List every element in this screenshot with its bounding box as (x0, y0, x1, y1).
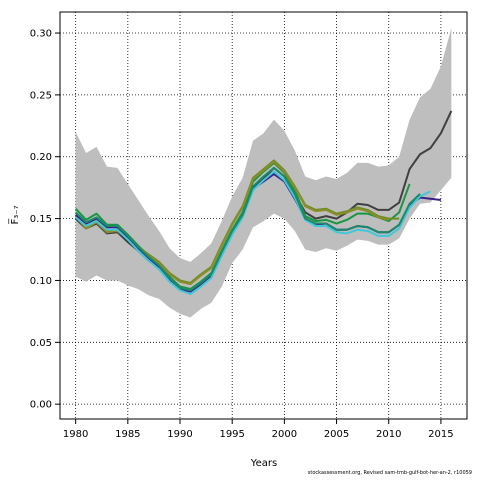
y-tick-label-1: 0.05 (30, 338, 52, 349)
y-tick-label-0: 0.00 (30, 400, 52, 411)
x-tick-label-2: 1990 (167, 429, 192, 440)
x-axis-label: Years (250, 458, 277, 469)
x-tick-label-5: 2005 (324, 429, 349, 440)
series-lines (74, 110, 453, 296)
x-tick-label-7: 2015 (428, 429, 453, 440)
x-tick-label-1: 1985 (115, 429, 140, 440)
y-axis: 0.00 0.05 0.10 0.15 0.20 0.25 0.30 (30, 29, 60, 411)
x-tick-label-0: 1980 (63, 429, 88, 440)
x-axis: 1980 1985 1990 1995 2000 2005 2010 2015 (63, 419, 454, 440)
plot-frame (59, 11, 468, 420)
series-line-6 (75, 170, 431, 296)
y-tick-label-6: 0.30 (30, 29, 52, 40)
footer-credit: stockassessment.org, Revised sam-tmb-gul… (307, 470, 472, 476)
x-tick-label-4: 2000 (272, 429, 297, 440)
y-tick-label-3: 0.15 (30, 214, 52, 225)
y-axis-label: F̅₃₋₇ (8, 205, 21, 224)
x-tick-label-6: 2010 (376, 429, 401, 440)
series-line-7 (74, 166, 421, 292)
x-tick-label-3: 1995 (219, 429, 244, 440)
y-tick-label-4: 0.20 (30, 152, 52, 163)
y-tick-label-2: 0.10 (30, 276, 52, 287)
y-tick-label-5: 0.25 (30, 90, 52, 101)
